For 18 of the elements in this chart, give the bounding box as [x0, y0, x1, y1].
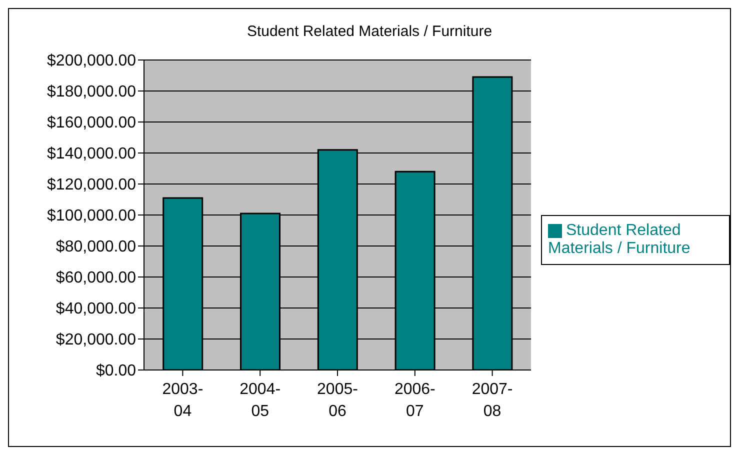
x-tick-label: 2003-04	[162, 381, 204, 420]
y-tick-label: $200,000.00	[47, 52, 136, 70]
x-tick-label: 2005-06	[317, 381, 358, 420]
legend-label: Student Related Materials / Furniture	[548, 222, 690, 257]
y-tick-label: $160,000.00	[47, 114, 136, 132]
y-tick-label: $40,000.00	[56, 300, 136, 318]
y-tick-label: $100,000.00	[47, 208, 136, 225]
y-tick-label: $80,000.00	[56, 238, 136, 256]
chart-title: Student Related Materials / Furniture	[246, 23, 494, 40]
x-tick-label: 2004-05	[240, 381, 281, 420]
y-tick-label: $20,000.00	[56, 332, 136, 349]
y-tick-label: $60,000.00	[56, 270, 136, 287]
y-tick-label: $140,000.00	[47, 146, 136, 163]
y-tick-label: $120,000.00	[47, 176, 136, 194]
y-tick-label: $0.00	[96, 362, 136, 380]
y-tick-label: $180,000.00	[47, 84, 136, 101]
x-tick-label: 2006-07	[394, 381, 436, 420]
x-tick-label: 2007-08	[472, 381, 513, 420]
